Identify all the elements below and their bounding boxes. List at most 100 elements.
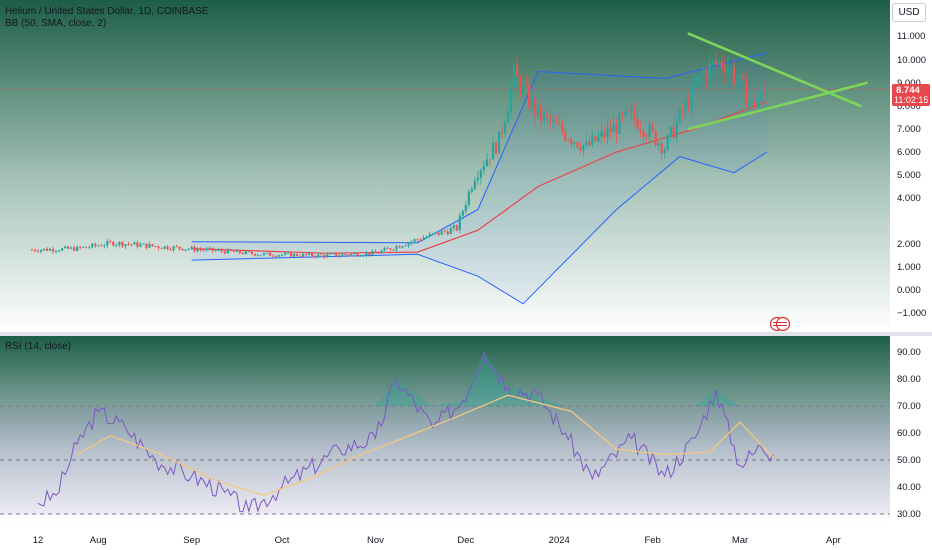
candle-body xyxy=(753,100,757,108)
candle-body xyxy=(202,249,205,251)
candle-body xyxy=(452,225,455,229)
candle-body xyxy=(268,252,272,256)
candle-body xyxy=(166,246,169,250)
candle-body xyxy=(88,247,91,248)
time-tick-label: Dec xyxy=(457,535,474,546)
candle-body xyxy=(377,252,380,254)
price-tick-label: 8.000 xyxy=(897,101,921,112)
candle-body xyxy=(142,243,145,245)
candle-body xyxy=(317,254,320,257)
currency-button[interactable]: USD xyxy=(892,3,926,22)
candle-body xyxy=(51,248,55,252)
time-tick-label: Oct xyxy=(275,535,290,546)
candle-body xyxy=(286,252,290,254)
candle-body xyxy=(419,239,422,241)
rsi-title: RSI (14, close) xyxy=(5,341,71,352)
flag-icon[interactable] xyxy=(769,316,791,332)
trendline-upper[interactable] xyxy=(687,32,862,108)
price-pane-background xyxy=(0,0,890,332)
candle-body xyxy=(503,122,507,133)
time-tick-label: Sep xyxy=(183,535,200,546)
candle-body xyxy=(552,120,555,123)
candle-body xyxy=(329,253,332,255)
candle-body xyxy=(48,248,52,251)
candle-body xyxy=(85,246,88,248)
candle-body xyxy=(296,253,299,256)
candle-body xyxy=(103,245,106,247)
rsi-tick-label: 60.00 xyxy=(897,428,921,439)
rsi-overbought-fill xyxy=(483,352,508,406)
candle-body xyxy=(639,129,642,132)
candle-body xyxy=(332,253,335,255)
candle-body xyxy=(308,253,311,255)
candle-body xyxy=(540,105,543,122)
candle-body xyxy=(422,237,425,241)
candle-body xyxy=(127,244,130,245)
candle-body xyxy=(546,113,549,118)
candle-body xyxy=(488,159,492,161)
candle-body xyxy=(531,98,534,108)
candle-body xyxy=(395,246,398,250)
candle-body xyxy=(73,247,76,251)
candle-body xyxy=(543,113,546,122)
candle-body xyxy=(283,253,287,255)
candle-body xyxy=(633,107,636,119)
candle-body xyxy=(118,242,121,245)
candle-body xyxy=(145,243,148,248)
rsi-overbought-fill xyxy=(432,400,463,406)
candle-body xyxy=(615,124,618,134)
candle-body xyxy=(630,107,633,112)
candle-body xyxy=(157,246,160,248)
candle-body xyxy=(663,149,666,154)
time-tick-label: Aug xyxy=(90,535,107,546)
candle-body xyxy=(196,249,199,251)
candle-body xyxy=(208,247,211,249)
time-axis[interactable]: 12 Aug Sep Oct Nov Dec 2024 Feb Mar Apr xyxy=(33,535,841,546)
rsi-overbought-fill xyxy=(538,395,566,406)
candle-body xyxy=(130,244,133,246)
candle-body xyxy=(717,61,721,65)
rsi-ma-line xyxy=(76,394,774,496)
candle-body xyxy=(497,131,501,154)
candle-body xyxy=(289,252,293,257)
rsi-overbought-fill xyxy=(715,389,740,406)
candle-body xyxy=(136,242,139,247)
candle-body xyxy=(711,61,714,63)
candle-body xyxy=(591,135,594,146)
candle-body xyxy=(380,250,383,254)
candle-body xyxy=(139,244,142,247)
price-axis[interactable]: 11.000 10.000 9.000 8.000 7.000 6.000 5.000 4.0… xyxy=(897,31,926,319)
candle-body xyxy=(39,249,43,252)
candle-body xyxy=(672,126,675,139)
candle-body xyxy=(675,122,678,139)
candle-body xyxy=(612,124,615,133)
candle-body xyxy=(341,254,344,256)
candle-body xyxy=(624,110,627,116)
candle-body xyxy=(235,250,238,252)
trendline-lower[interactable] xyxy=(687,81,868,131)
candle-body xyxy=(654,130,657,146)
price-badge-box xyxy=(892,84,930,106)
candle-body xyxy=(160,247,163,249)
candle-body xyxy=(687,100,690,110)
candle-body xyxy=(699,75,702,77)
rsi-axis[interactable]: 90.00 80.00 70.00 60.00 50.00 40.00 30.00 xyxy=(897,347,921,520)
pane-separator[interactable] xyxy=(0,332,932,336)
candle-body xyxy=(112,241,115,246)
candle-body xyxy=(585,141,588,146)
candle-body xyxy=(347,254,350,256)
candle-body xyxy=(561,123,564,132)
candle-body xyxy=(205,248,208,251)
candle-body xyxy=(64,246,67,249)
candle-body xyxy=(494,142,498,154)
candle-body xyxy=(247,251,251,252)
candle-body xyxy=(693,84,696,86)
candle-body xyxy=(383,248,386,251)
price-tick-label: 0.000 xyxy=(897,285,921,296)
price-tick-label: 4.000 xyxy=(897,193,921,204)
candle-body xyxy=(428,234,431,237)
candle-body xyxy=(292,253,296,257)
time-tick-label: 12 xyxy=(33,535,44,546)
candle-body xyxy=(389,248,392,250)
